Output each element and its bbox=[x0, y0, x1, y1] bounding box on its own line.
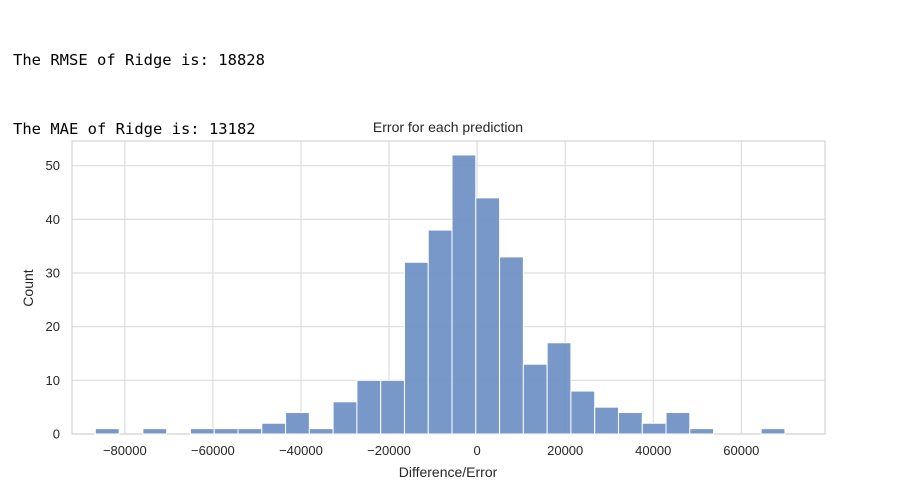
x-axis-label: Difference/Error bbox=[399, 464, 498, 480]
histogram-bar bbox=[594, 406, 619, 435]
y-tick-label: 0 bbox=[53, 427, 60, 442]
y-axis-label: Count bbox=[20, 269, 36, 306]
histogram-bar bbox=[237, 428, 263, 435]
histogram-bar bbox=[356, 379, 382, 435]
histogram-bar bbox=[142, 428, 168, 435]
histogram-bar bbox=[332, 401, 358, 435]
histogram-bar bbox=[451, 154, 477, 435]
histogram-bar bbox=[760, 428, 786, 435]
histogram-bar bbox=[546, 342, 572, 435]
chart-title: Error for each prediction bbox=[373, 119, 523, 135]
y-tick-label: 20 bbox=[46, 319, 60, 334]
x-tick-label: 20000 bbox=[547, 443, 583, 458]
x-tick-label: −20000 bbox=[367, 443, 411, 458]
histogram-bar bbox=[403, 261, 429, 435]
histogram-bar bbox=[213, 428, 239, 435]
histogram-bar bbox=[94, 428, 120, 435]
ticks-layer: −80000 −60000 −40000 −20000 0 20000 40000 60000… bbox=[46, 158, 760, 458]
histogram-bar bbox=[570, 390, 596, 435]
histogram-bar bbox=[665, 412, 691, 435]
rmse-output-line: The RMSE of Ridge is: 18828 bbox=[13, 51, 265, 69]
bars-layer bbox=[94, 154, 786, 435]
x-tick-label: 60000 bbox=[723, 443, 759, 458]
x-tick-label: 0 bbox=[474, 443, 481, 458]
histogram-bar bbox=[522, 363, 548, 435]
histogram-bar bbox=[475, 197, 501, 435]
mae-output-line: The MAE of Ridge is: 13182 bbox=[13, 120, 256, 138]
histogram-bar bbox=[261, 422, 287, 435]
x-tick-label: −40000 bbox=[279, 443, 323, 458]
y-tick-label: 40 bbox=[46, 212, 60, 227]
histogram-bar bbox=[617, 412, 643, 435]
histogram-bar bbox=[380, 379, 405, 435]
y-tick-label: 10 bbox=[46, 373, 60, 388]
y-tick-label: 50 bbox=[46, 158, 60, 173]
x-tick-label: −60000 bbox=[191, 443, 235, 458]
histogram-bar bbox=[189, 428, 215, 435]
y-tick-label: 30 bbox=[46, 266, 60, 281]
histogram-bar bbox=[499, 256, 524, 435]
histogram-bar bbox=[641, 422, 667, 435]
x-tick-label: −80000 bbox=[103, 443, 147, 458]
histogram-bar bbox=[308, 428, 334, 435]
cell-output: The RMSE of Ridge is: 18828 The MAE of R… bbox=[13, 3, 265, 164]
histogram-bar bbox=[427, 229, 453, 435]
histogram-bar bbox=[689, 428, 715, 435]
histogram-bar bbox=[285, 412, 310, 435]
x-tick-label: 40000 bbox=[635, 443, 671, 458]
